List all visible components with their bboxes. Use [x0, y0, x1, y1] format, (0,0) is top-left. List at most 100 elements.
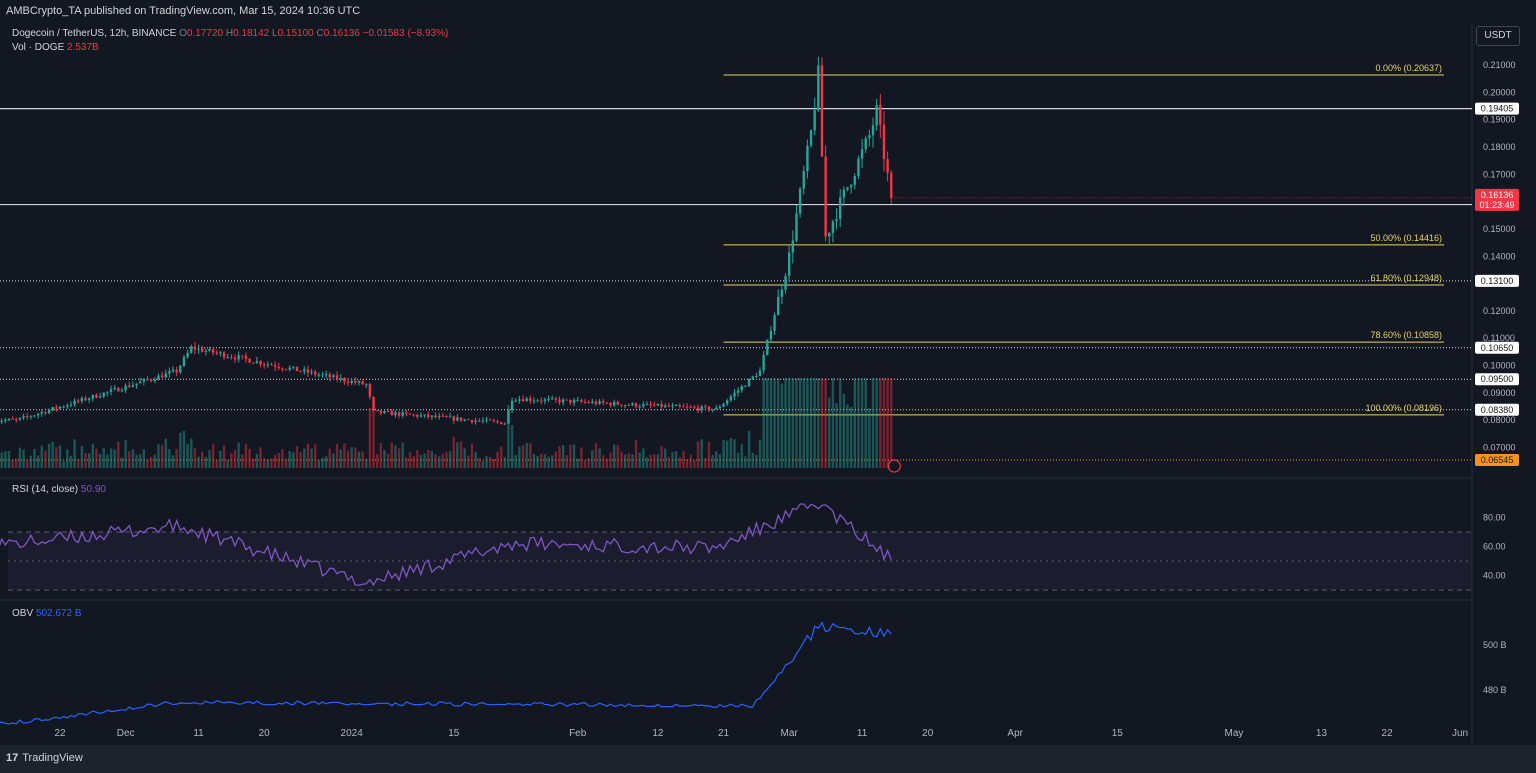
volume-bar	[769, 378, 773, 468]
candle-body	[284, 369, 288, 371]
price-tick-label: 0.08000	[1483, 415, 1516, 425]
level-price-text: 0.10650	[1481, 343, 1514, 353]
volume-bar	[678, 457, 681, 468]
volume-bar	[84, 453, 87, 468]
candle-body	[846, 187, 849, 190]
volume-bar	[208, 450, 211, 468]
candle-body	[587, 402, 590, 404]
candle-body	[478, 420, 481, 422]
volume-bar	[623, 454, 627, 468]
volume-bar	[139, 454, 142, 468]
candle-body	[707, 406, 711, 411]
candle-body	[627, 404, 630, 406]
volume-bar	[682, 451, 685, 468]
volume-bar	[146, 459, 149, 468]
candle-body	[179, 365, 182, 373]
candle-body	[95, 394, 98, 398]
currency-button[interactable]: USDT	[1476, 26, 1520, 46]
last-price-countdown: 01:23:49	[1479, 200, 1514, 210]
candle-body	[73, 400, 76, 405]
candle-body	[521, 399, 525, 402]
candle-body	[510, 400, 514, 410]
volume-bar	[507, 405, 510, 468]
volume-bar	[499, 446, 503, 468]
price-chart[interactable]: 0.00% (0.20637) 50.00% (0.14416) 61.80% (0…	[0, 22, 1536, 745]
candle-body	[747, 378, 751, 387]
candle-body	[44, 412, 47, 414]
volume-bar	[357, 451, 361, 468]
level-price-tag	[1475, 453, 1519, 466]
candle-body	[499, 422, 503, 425]
candle-body	[292, 366, 295, 368]
volume-bar	[489, 456, 492, 468]
candle-body	[879, 104, 882, 125]
candle-body	[270, 364, 273, 366]
candle-body	[405, 412, 408, 414]
candle-body	[558, 399, 561, 403]
volume-bar	[273, 454, 277, 468]
candle-body	[299, 371, 302, 373]
candle-body	[470, 419, 474, 423]
volume-bar	[405, 457, 408, 468]
candle-body	[660, 403, 663, 408]
volume-bar	[831, 378, 835, 468]
open-label: O	[179, 28, 187, 39]
fibonacci-retracement[interactable]: 0.00% (0.20637) 50.00% (0.14416) 61.80% (0…	[723, 63, 1444, 416]
candle-body	[259, 361, 262, 365]
candle-body	[481, 420, 485, 422]
candle-body	[204, 350, 208, 352]
candle-body	[248, 358, 251, 363]
volume-bar	[233, 449, 237, 468]
time-tick-label: 15	[448, 728, 460, 739]
volume-bar	[80, 445, 84, 468]
candle-body	[890, 172, 893, 198]
candle-body	[332, 375, 335, 378]
candle-body	[171, 369, 175, 372]
price-tick-label: 0.17000	[1483, 169, 1516, 179]
candle-body	[620, 404, 623, 406]
candle-body	[828, 232, 831, 237]
candle-body	[467, 419, 470, 421]
volume-bar	[423, 453, 426, 468]
volume-bar	[113, 449, 116, 468]
volume-bar	[40, 445, 43, 468]
volume-bar	[514, 455, 517, 468]
volume-bar	[664, 448, 667, 468]
candle-body	[492, 420, 496, 422]
candle-body	[40, 412, 43, 414]
level-price-text: 0.13100	[1481, 276, 1514, 286]
volume-bar	[864, 378, 867, 468]
volume-bar	[164, 438, 167, 468]
volume-bar	[674, 451, 678, 468]
time-axis[interactable]: 22 Dec 11 20 2024 15 Feb 12 21 Mar 11 20 Apr 15 May 13 2…	[54, 728, 1468, 739]
volume-bar	[525, 443, 528, 468]
horizontal-levels[interactable]	[0, 108, 1472, 461]
candle-body	[80, 397, 84, 402]
tradingview-logo[interactable]: 17 TradingView	[6, 752, 83, 764]
volume-bar	[456, 442, 459, 468]
volume-bar	[733, 439, 736, 468]
volume-bar	[55, 447, 58, 468]
volume-bar	[602, 455, 605, 468]
rsi-tick-label: 80.00	[1483, 512, 1506, 522]
last-price-tag	[1475, 188, 1519, 211]
volume-bar	[95, 448, 98, 468]
volume-bar	[131, 449, 135, 468]
candle-body	[295, 366, 299, 372]
volume-bar	[98, 453, 102, 468]
candle-body	[780, 289, 784, 297]
time-tick-label: Mar	[781, 728, 799, 739]
candle-body	[518, 399, 521, 401]
fib-label: 50.00% (0.14416)	[1370, 233, 1442, 243]
chart-bg	[0, 22, 1536, 745]
candle-body	[33, 415, 36, 417]
candle-body	[540, 400, 543, 402]
candle-body	[496, 421, 499, 423]
volume-bar	[397, 448, 401, 468]
candle-body	[226, 357, 229, 359]
volume-bar	[510, 425, 514, 468]
price-tick-label: 0.12000	[1483, 306, 1516, 316]
volume-bar	[219, 450, 222, 468]
volume-bar	[346, 450, 350, 468]
candle-body	[751, 376, 754, 379]
